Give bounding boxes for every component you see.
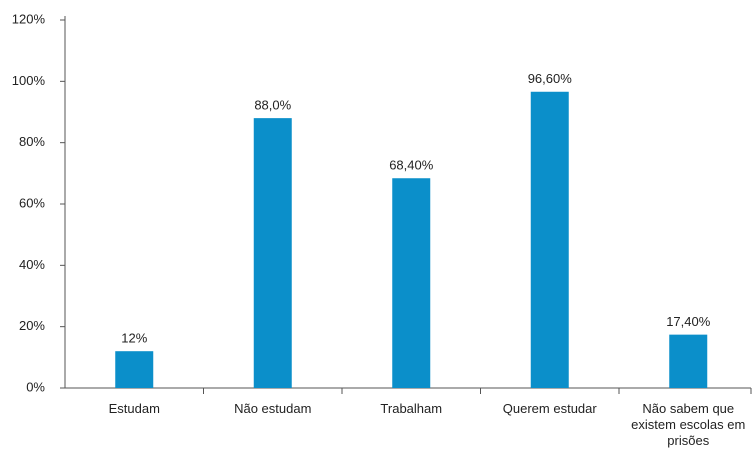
bar xyxy=(530,91,569,388)
y-tick-label: 80% xyxy=(19,134,45,149)
data-label: 96,60% xyxy=(528,71,573,86)
data-label: 17,40% xyxy=(666,314,711,329)
data-label: 68,40% xyxy=(389,158,434,173)
y-tick-label: 100% xyxy=(12,73,46,88)
y-tick-label: 60% xyxy=(19,195,45,210)
bar xyxy=(669,334,708,388)
x-tick-label: Querem estudar xyxy=(502,401,597,416)
bar xyxy=(392,178,431,388)
bar xyxy=(253,118,292,388)
data-label: 88,0% xyxy=(254,98,291,113)
y-tick-label: 120% xyxy=(12,11,46,26)
data-label: 12% xyxy=(121,331,147,346)
bar xyxy=(115,351,154,388)
x-tick-label: Não estudam xyxy=(234,401,312,416)
y-tick-label: 0% xyxy=(26,379,45,394)
x-tick-label: Não sabem que existem escolas em prisões xyxy=(631,401,746,448)
x-tick-label: Estudam xyxy=(108,401,160,416)
y-tick-label: 20% xyxy=(19,318,45,333)
x-tick-label: Trabalham xyxy=(380,401,443,416)
y-tick-label: 40% xyxy=(19,257,45,272)
